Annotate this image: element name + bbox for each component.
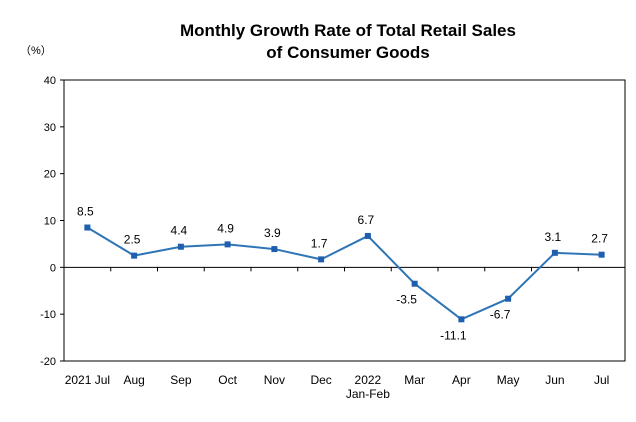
x-tick-label: May bbox=[497, 373, 520, 387]
x-tick-label: Dec bbox=[310, 373, 331, 387]
data-point-marker bbox=[318, 256, 325, 263]
data-label: -11.1 bbox=[440, 328, 467, 342]
chart-title-line-1: Monthly Growth Rate of Total Retail Sale… bbox=[180, 21, 516, 40]
x-tick-label: Jul bbox=[594, 373, 609, 387]
y-tick-label: 0 bbox=[50, 262, 56, 274]
data-point-marker bbox=[458, 316, 465, 323]
y-tick-label: 20 bbox=[44, 169, 56, 181]
data-point-marker bbox=[84, 224, 91, 231]
data-point-marker bbox=[411, 280, 418, 287]
y-axis-unit-label: （%） bbox=[20, 45, 52, 57]
data-label: 4.9 bbox=[217, 221, 234, 235]
data-label: -6.7 bbox=[490, 308, 511, 322]
data-point-marker bbox=[131, 252, 138, 259]
y-tick-label: -10 bbox=[40, 309, 56, 321]
x-tick-label: Sep bbox=[170, 373, 192, 387]
x-tick-label: Mar bbox=[404, 373, 425, 387]
data-label: 3.1 bbox=[545, 230, 562, 244]
data-point-marker bbox=[551, 249, 558, 256]
data-label: 1.7 bbox=[311, 236, 328, 250]
chart-title-line-2: of Consumer Goods bbox=[266, 43, 430, 62]
data-point-marker bbox=[598, 251, 605, 258]
x-tick-label: Jan-Feb bbox=[346, 387, 390, 401]
data-label: 6.7 bbox=[358, 213, 375, 227]
x-tick-label: Apr bbox=[452, 373, 471, 387]
data-label: 3.9 bbox=[264, 226, 281, 240]
data-point-marker bbox=[364, 232, 371, 239]
series-line bbox=[86, 226, 602, 321]
data-label: 2.5 bbox=[124, 233, 141, 247]
x-tick-label: 2022 bbox=[355, 373, 382, 387]
x-tick-label: Oct bbox=[218, 373, 237, 387]
y-tick-label: 40 bbox=[44, 75, 56, 87]
y-tick-label: 30 bbox=[44, 122, 56, 134]
data-point-marker bbox=[224, 241, 231, 248]
data-point-marker bbox=[177, 243, 184, 250]
y-tick-label: 10 bbox=[44, 216, 56, 228]
data-label: -3.5 bbox=[396, 293, 417, 307]
x-tick-label: Nov bbox=[264, 373, 285, 387]
data-label: 4.4 bbox=[171, 224, 188, 238]
x-tick-label: 2021 Jul bbox=[65, 373, 110, 387]
data-point-marker bbox=[271, 246, 278, 253]
chart-title: Monthly Growth Rate of Total Retail Sale… bbox=[30, 20, 636, 64]
x-tick-label: Jun bbox=[545, 373, 564, 387]
plot-area-frame bbox=[63, 79, 626, 362]
x-tick-label: Aug bbox=[123, 373, 144, 387]
y-tick-label: -20 bbox=[40, 356, 56, 368]
data-label: 8.5 bbox=[77, 205, 94, 219]
data-label: 2.7 bbox=[591, 232, 608, 246]
data-point-marker bbox=[505, 295, 512, 302]
